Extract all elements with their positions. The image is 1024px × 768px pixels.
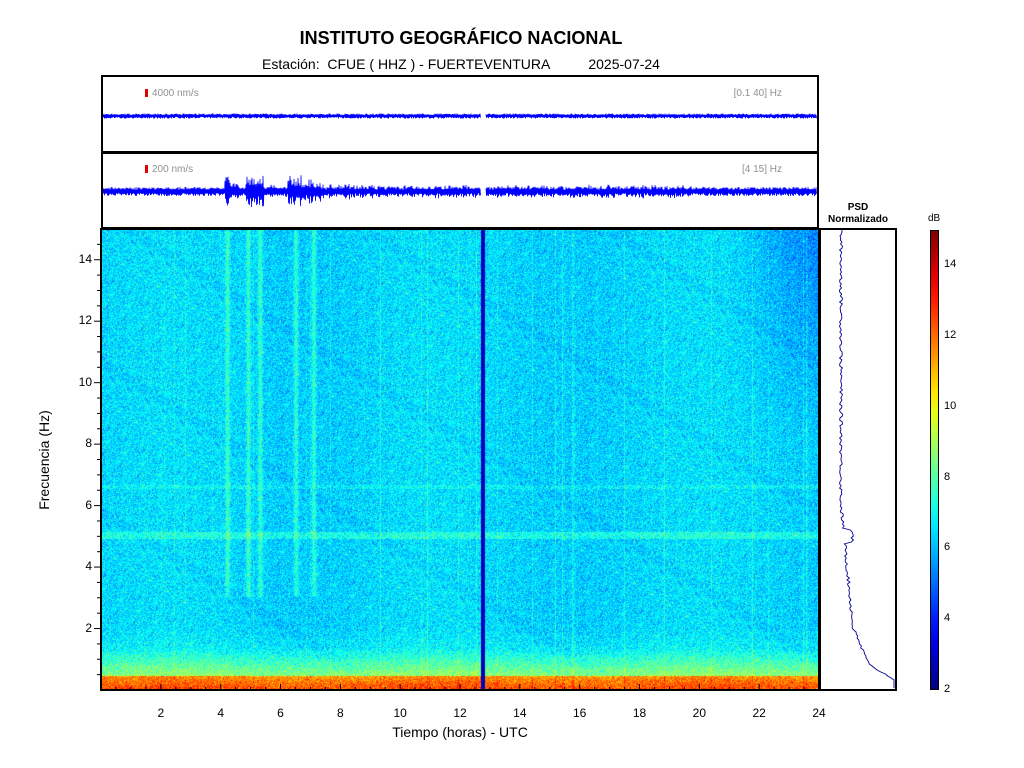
broadband-waveform	[103, 113, 817, 119]
y-axis-label: Frecuencia (Hz)	[36, 410, 52, 510]
trace2-scale: 200 nm/s	[145, 164, 193, 175]
y-tick-label: 4	[85, 559, 92, 574]
x-tick-label: 16	[572, 706, 587, 720]
x-tick-label: 14	[513, 706, 527, 720]
trace1-band-label: [0.1 40] Hz	[733, 88, 782, 99]
colorbar-tick-label: 8	[944, 470, 951, 483]
trace1-scale-label: 4000 nm/s	[152, 88, 199, 99]
trace2-band-label: [4 15] Hz	[741, 164, 782, 175]
x-tick-label: 20	[692, 706, 706, 720]
y-tick-label: 8	[85, 436, 92, 451]
waveform-segment	[103, 175, 481, 208]
x-tick-label: 10	[393, 706, 407, 720]
psd-panel	[819, 228, 897, 691]
y-tick-label: 10	[78, 374, 92, 389]
x-axis-label: Tiempo (horas) - UTC	[392, 724, 528, 740]
y-tick-label: 2	[85, 620, 92, 635]
x-tick-label: 6	[277, 706, 284, 720]
spectrogram-plot	[100, 228, 820, 691]
colorbar-unit: dB	[928, 213, 941, 224]
station-name: CFUE ( HHZ ) - FUERTEVENTURA	[327, 56, 551, 72]
colorbar-tick-label: 12	[944, 329, 957, 342]
waveform-segment	[103, 113, 481, 119]
colorbar-tick-label: 4	[944, 612, 951, 625]
x-tick-label: 22	[752, 706, 766, 720]
y-tick-label: 14	[78, 251, 92, 266]
x-tick-label: 2	[157, 706, 165, 720]
colorbar	[930, 230, 939, 690]
station-date: 2025-07-24	[588, 56, 660, 72]
colorbar-tick-label: 6	[944, 541, 951, 554]
page-title: INSTITUTO GEOGRÁFICO NACIONAL	[299, 28, 623, 48]
filtered-waveform	[103, 175, 817, 208]
psd-line	[838, 229, 895, 688]
waveform-segment	[485, 184, 817, 199]
psd-title: PSD Normalizado	[812, 202, 904, 226]
colorbar-tick-label: 10	[944, 399, 957, 412]
colorbar-tick-label: 14	[944, 258, 957, 271]
y-tick-label: 12	[78, 313, 92, 328]
station-subtitle: Estación: CFUE ( HHZ ) - FUERTEVENTURA 20…	[0, 56, 922, 72]
x-tick-label: 24	[812, 706, 826, 720]
waveform-segment	[485, 113, 817, 119]
x-tick-label: 18	[632, 706, 647, 720]
psd-title-line1: PSD	[847, 202, 869, 213]
psd-curve	[838, 229, 895, 688]
x-tick-label: 12	[453, 706, 467, 720]
trace1-scale: 4000 nm/s	[145, 88, 199, 99]
broadband-trace-panel: 4000 nm/s [0.1 40] Hz	[101, 75, 819, 153]
x-tick-label: 8	[336, 706, 344, 720]
x-tick-label: 4	[217, 706, 224, 720]
spectrogram-image	[102, 230, 818, 689]
trace2-scale-bar	[145, 165, 148, 173]
station-label: Estación:	[262, 56, 320, 72]
filtered-trace-panel: 200 nm/s [4 15] Hz	[101, 152, 819, 229]
y-tick-label: 6	[85, 497, 92, 512]
colorbar-tick-label: 2	[944, 683, 951, 695]
trace1-scale-bar	[145, 89, 148, 97]
psd-title-line2: Normalizado	[827, 214, 888, 225]
trace2-scale-label: 200 nm/s	[152, 164, 194, 175]
